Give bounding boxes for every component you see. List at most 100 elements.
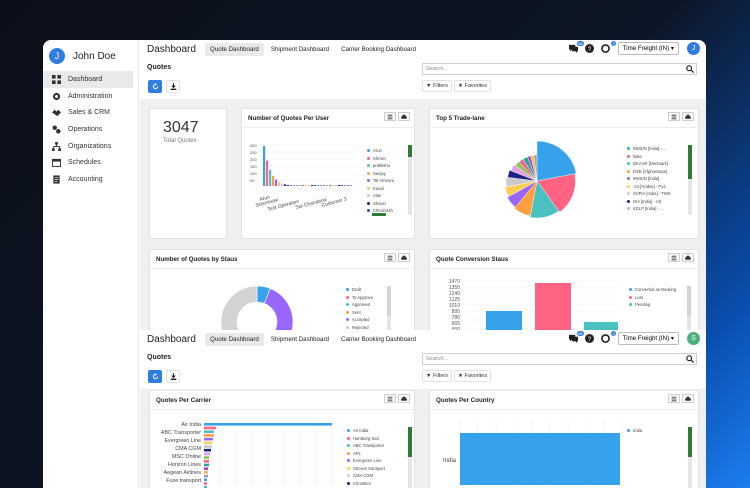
user-bar[interactable] — [290, 185, 293, 186]
user-bar[interactable] — [293, 185, 296, 186]
user-bar[interactable] — [263, 146, 266, 186]
carrier-bar[interactable] — [204, 430, 214, 433]
pie-slice[interactable] — [510, 164, 538, 182]
favorites-button[interactable]: ★ Favorites — [454, 80, 492, 92]
legend-item[interactable]: Evergreen Line — [347, 457, 385, 465]
legend-scrollbar[interactable] — [688, 145, 692, 215]
user-bar[interactable] — [299, 185, 302, 186]
pie-slice[interactable] — [505, 176, 538, 188]
user-bar[interactable] — [320, 185, 323, 186]
legend-item[interactable]: Chrostles — [347, 480, 385, 488]
pie-slice[interactable] — [504, 180, 538, 197]
sidebar-item-dashboard[interactable]: Dashboard — [43, 71, 133, 88]
legend-item[interactable]: KDLP [India] - ... — [627, 205, 671, 213]
carrier-bar[interactable] — [204, 456, 209, 459]
tab-carrier-booking-dashboard[interactable]: Carrier Booking Dashboard — [341, 336, 416, 343]
scrollbar-thumb[interactable] — [408, 427, 412, 457]
user-bar[interactable] — [296, 185, 299, 186]
download-button[interactable] — [166, 80, 180, 93]
user-bar[interactable] — [329, 185, 332, 186]
sidebar-item-sales-crm[interactable]: Sales & CRM — [43, 104, 133, 121]
user-bar[interactable] — [314, 185, 317, 186]
legend-scrollbar[interactable] — [687, 286, 691, 330]
search-input[interactable]: Search... — [422, 63, 697, 75]
donut-segment[interactable] — [263, 288, 294, 331]
legend-item[interactable]: DIA [India] - AS — [627, 198, 671, 206]
legend-item[interactable]: Lost — [629, 294, 676, 302]
sidebar-item-accounting[interactable]: Accounting — [43, 171, 133, 188]
user-bar[interactable] — [269, 169, 272, 186]
user-bar[interactable] — [341, 185, 344, 186]
user-bar[interactable] — [284, 184, 287, 186]
legend-item[interactable]: India — [627, 427, 642, 435]
user-bar[interactable] — [344, 185, 347, 186]
legend-item[interactable]: Accepted — [346, 316, 373, 324]
legend-item[interactable]: pratiksha — [367, 162, 394, 170]
carrier-bar[interactable] — [204, 478, 207, 482]
notifications-button[interactable]: 3 — [600, 330, 616, 345]
legend-item[interactable]: Sanjay — [367, 170, 394, 178]
legend-item[interactable]: Approved — [346, 301, 373, 309]
bar-india[interactable] — [460, 433, 620, 485]
legend-item[interactable]: To Approve — [346, 294, 373, 302]
legend-item[interactable]: Shrivin — [367, 155, 394, 163]
legend-item[interactable]: DKAAR [Denmark] - — [627, 160, 671, 168]
pie-slice[interactable] — [536, 140, 577, 182]
user-bar[interactable] — [287, 184, 290, 186]
pie-slice[interactable] — [514, 180, 538, 217]
download-chart-button[interactable] — [398, 112, 410, 121]
legend-item[interactable]: Converted as Booking — [629, 286, 676, 294]
download-chart-button[interactable] — [398, 394, 410, 403]
bar-pending[interactable] — [584, 322, 618, 331]
user-bar[interactable] — [323, 185, 326, 186]
search-input[interactable]: Search... — [422, 353, 697, 365]
pie-slice[interactable] — [506, 180, 538, 208]
table-view-button[interactable] — [668, 394, 680, 403]
sidebar-item-operations[interactable]: Operations — [43, 121, 133, 138]
legend-pager[interactable] — [372, 213, 386, 216]
download-chart-button[interactable] — [682, 253, 694, 262]
table-view-button[interactable] — [384, 112, 396, 121]
user-bar[interactable] — [281, 183, 284, 186]
bar-lost[interactable] — [535, 283, 571, 331]
user-bar[interactable] — [338, 185, 341, 186]
legend-item[interactable]: CMA CGM — [347, 472, 385, 480]
chat-button[interactable]: 66 — [568, 40, 584, 55]
carrier-bar[interactable] — [204, 467, 208, 470]
sidebar-item-schedules[interactable]: Schedules — [43, 154, 133, 171]
user-bar[interactable] — [335, 185, 338, 186]
table-view-button[interactable] — [668, 253, 680, 262]
refresh-button[interactable] — [148, 80, 162, 93]
sidebar-item-organizations[interactable]: Organizations — [43, 138, 133, 155]
carrier-bar[interactable] — [204, 434, 214, 437]
legend-item[interactable]: APL — [347, 450, 385, 458]
filters-button[interactable]: ▼ Filters — [422, 370, 452, 382]
help-button[interactable]: ? — [584, 333, 596, 345]
legend-item[interactable]: INMUN [India] - — [627, 175, 671, 183]
user-bar[interactable] — [347, 185, 350, 186]
carrier-bar[interactable] — [204, 423, 332, 426]
carrier-bar[interactable] — [204, 460, 209, 463]
legend-item[interactable]: Draft — [346, 286, 373, 294]
scrollbar-thumb[interactable] — [408, 145, 412, 157]
scrollbar-thumb[interactable] — [688, 427, 692, 457]
user-profile[interactable]: J John Doe — [49, 44, 138, 68]
legend-item[interactable]: Shown — [367, 200, 394, 208]
pie-slice[interactable] — [529, 180, 560, 219]
user-bar[interactable] — [311, 185, 314, 186]
legend-item[interactable]: ABC Transporter — [347, 442, 385, 450]
favorites-button[interactable]: ★ Favorites — [454, 370, 492, 382]
avatar[interactable]: J — [49, 48, 65, 64]
legend-item[interactable]: Tal Hinzera — [367, 177, 394, 185]
pie-slice[interactable] — [515, 161, 538, 182]
pie-slice[interactable] — [536, 173, 576, 213]
search-icon[interactable] — [686, 65, 694, 73]
table-view-button[interactable] — [384, 253, 396, 262]
tab-carrier-booking-dashboard[interactable]: Carrier Booking Dashboard — [341, 46, 416, 53]
legend-scrollbar[interactable] — [688, 427, 692, 488]
scrollbar-thumb[interactable] — [387, 286, 391, 316]
carrier-bar[interactable] — [204, 482, 207, 485]
user-bar[interactable] — [308, 185, 311, 186]
table-view-button[interactable] — [668, 112, 680, 121]
user-bar[interactable] — [350, 185, 353, 186]
